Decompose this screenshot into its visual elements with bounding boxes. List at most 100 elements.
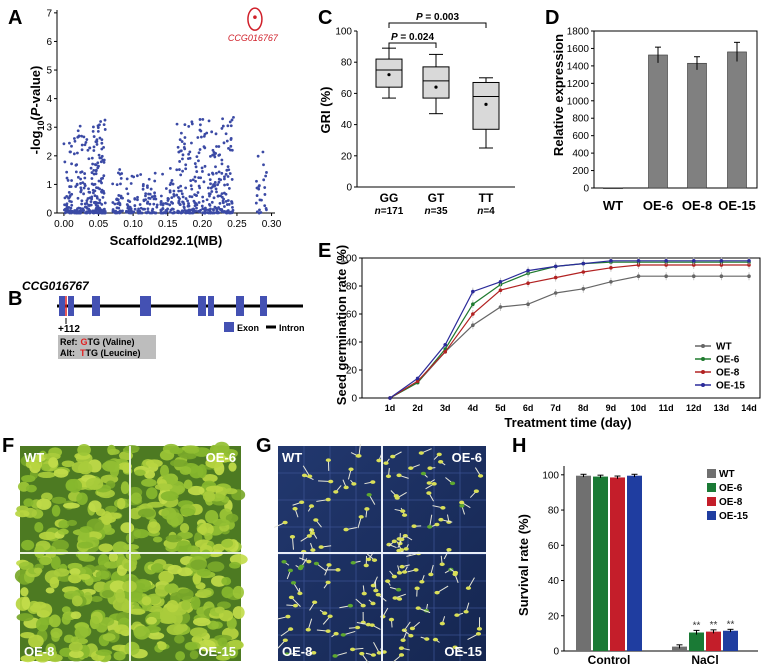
seedling-leaf [18,561,34,570]
seedling-cotyledon [366,492,372,497]
seedling-cotyledon [288,595,295,600]
seedling-cotyledon [309,531,315,535]
alt-letter: T [80,348,86,358]
snp-point [153,179,157,183]
snp-point [197,159,200,163]
seedling-leaf [101,460,120,472]
snp-point [172,194,176,198]
seedling-leaf [41,463,51,472]
snp-point [218,153,222,157]
snp-point [202,180,206,184]
seedling-cotyledon [475,632,482,636]
snp-point [68,141,71,145]
seedling-leaf [223,449,238,458]
seedling-leaf [122,463,132,474]
seedling-cotyledon [290,581,297,585]
expression-bar [687,62,707,189]
germination-lines [388,256,751,400]
series-point [691,274,696,279]
y-tick-label: 3 [46,123,52,134]
x-tick-label: 6d [523,403,534,413]
snp-point [190,195,194,199]
series-line [389,264,749,399]
snp-point [133,204,137,207]
seedling-cotyledon [305,627,311,632]
snp-point [84,141,88,144]
snp-point [215,190,218,194]
expression-bar [648,54,668,189]
seedling-cotyledon [391,539,397,544]
seedling-cotyledon [371,558,378,562]
seedling-leaf [196,589,212,597]
snp-point [90,177,94,180]
snp-point [183,208,187,212]
seedling-leaf [117,497,126,510]
seedling-cotyledon [376,458,382,463]
snp-point [193,162,197,165]
series-point [526,268,530,273]
snp-point [91,129,95,133]
snp-point [255,194,259,197]
seedling-cotyledon [281,559,287,564]
seedling-leaf [128,608,146,615]
seedling-leaf [176,588,194,600]
legend-label: OE-8 [716,368,740,379]
snp-point [153,171,157,175]
y-tick-label: 100 [542,470,559,481]
snp-point [78,124,82,128]
snp-point [92,201,96,205]
seedling-cotyledon [408,633,414,638]
snp-point [126,199,130,203]
snp-point [92,125,95,129]
seedling-cotyledon [325,497,331,502]
seedling-cotyledon [307,474,313,479]
seedling-leaf [98,543,114,553]
x-tick-label: 7d [550,403,561,413]
snp-point [210,190,214,193]
seedling-leaf [146,616,157,625]
seedling-leaf [157,641,167,651]
snp-point [181,201,185,204]
seedling-leaf [165,534,183,543]
snp-point [65,195,69,198]
seedling-cotyledon [348,467,354,472]
snp-point [183,123,187,127]
y-tick-label: 0 [46,209,52,220]
survival-legend: WT OE-6 OE-8 OE-15 [707,469,748,522]
snp-point [99,210,103,214]
snp-point [80,202,84,206]
significance-label: P = 0.024 [391,32,435,43]
seedling-leaf [145,459,163,468]
snp-point [224,199,228,203]
seedling-leaf [51,504,61,517]
x-tick-label: 0.30 [262,219,282,230]
legend-swatch [707,483,716,492]
box-rect [422,66,450,99]
germination-y-label: Seed germination rate (%) [334,245,349,405]
snp-point [184,163,188,167]
snp-point [184,186,188,190]
seedling-leaf [68,573,82,584]
snp-point [87,190,91,194]
sample-size-n: n [424,206,430,217]
snp-point [193,201,197,205]
snp-point [91,188,95,192]
seedling-leaf [225,513,239,523]
photo-g-label-oe8: OE-8 [282,644,312,659]
snp-point [176,186,180,190]
snp-point [96,124,100,128]
seedling-cotyledon [354,625,361,630]
snp-point [89,166,93,170]
y-tick-label: 80 [346,282,358,293]
seedling-leaf [134,469,146,477]
snp-point [79,190,83,194]
snp-point [92,169,96,172]
snp-point [206,186,210,190]
seedling-leaf [183,479,193,490]
category-label: OE-15 [718,198,756,213]
ylabel-open: ( [28,116,43,121]
snp-point [179,189,183,193]
alt-rest: TG (Leucine) [86,348,141,358]
snp-point [141,184,145,188]
seedling-cotyledon [288,627,294,631]
